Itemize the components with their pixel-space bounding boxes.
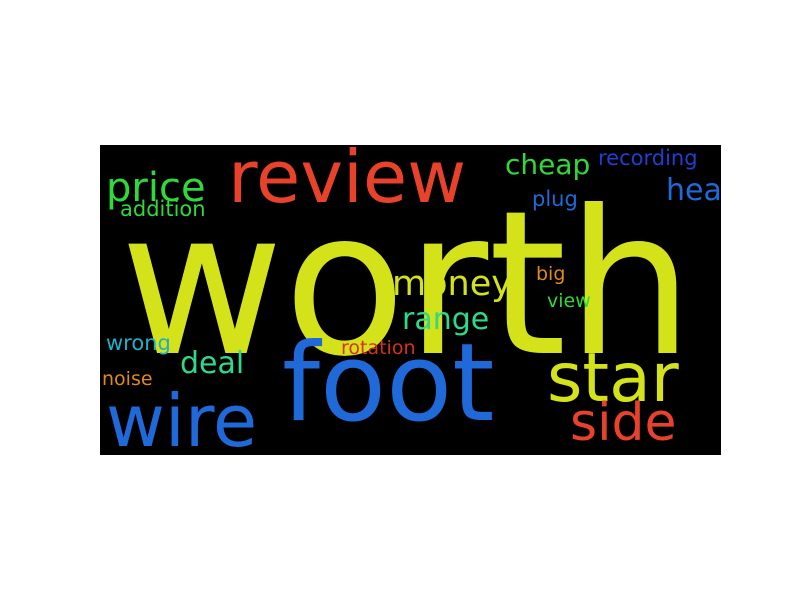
word-star: star [547, 339, 679, 418]
word-recording: recording [598, 146, 698, 170]
word-rotation: rotation [341, 337, 416, 359]
word-price: price [106, 165, 206, 211]
word-wrong: wrong [106, 331, 171, 355]
word-review: review [228, 145, 467, 219]
word-deal: deal [180, 346, 245, 381]
word-range: range [402, 302, 490, 337]
word-cloud: worth review price addition cheap record… [100, 145, 721, 455]
word-foot: foot [282, 321, 495, 446]
word-wire: wire [106, 379, 258, 455]
word-worth: worth [120, 168, 694, 401]
word-view: view [547, 290, 591, 312]
word-plug: plug [532, 187, 578, 211]
word-big: big [536, 263, 566, 285]
word-noise: noise [102, 368, 153, 390]
word-addition: addition [120, 197, 206, 221]
word-money: money [392, 264, 512, 304]
word-cheap: cheap [505, 148, 591, 181]
word-head: head [666, 173, 721, 208]
word-side: side [570, 393, 677, 453]
